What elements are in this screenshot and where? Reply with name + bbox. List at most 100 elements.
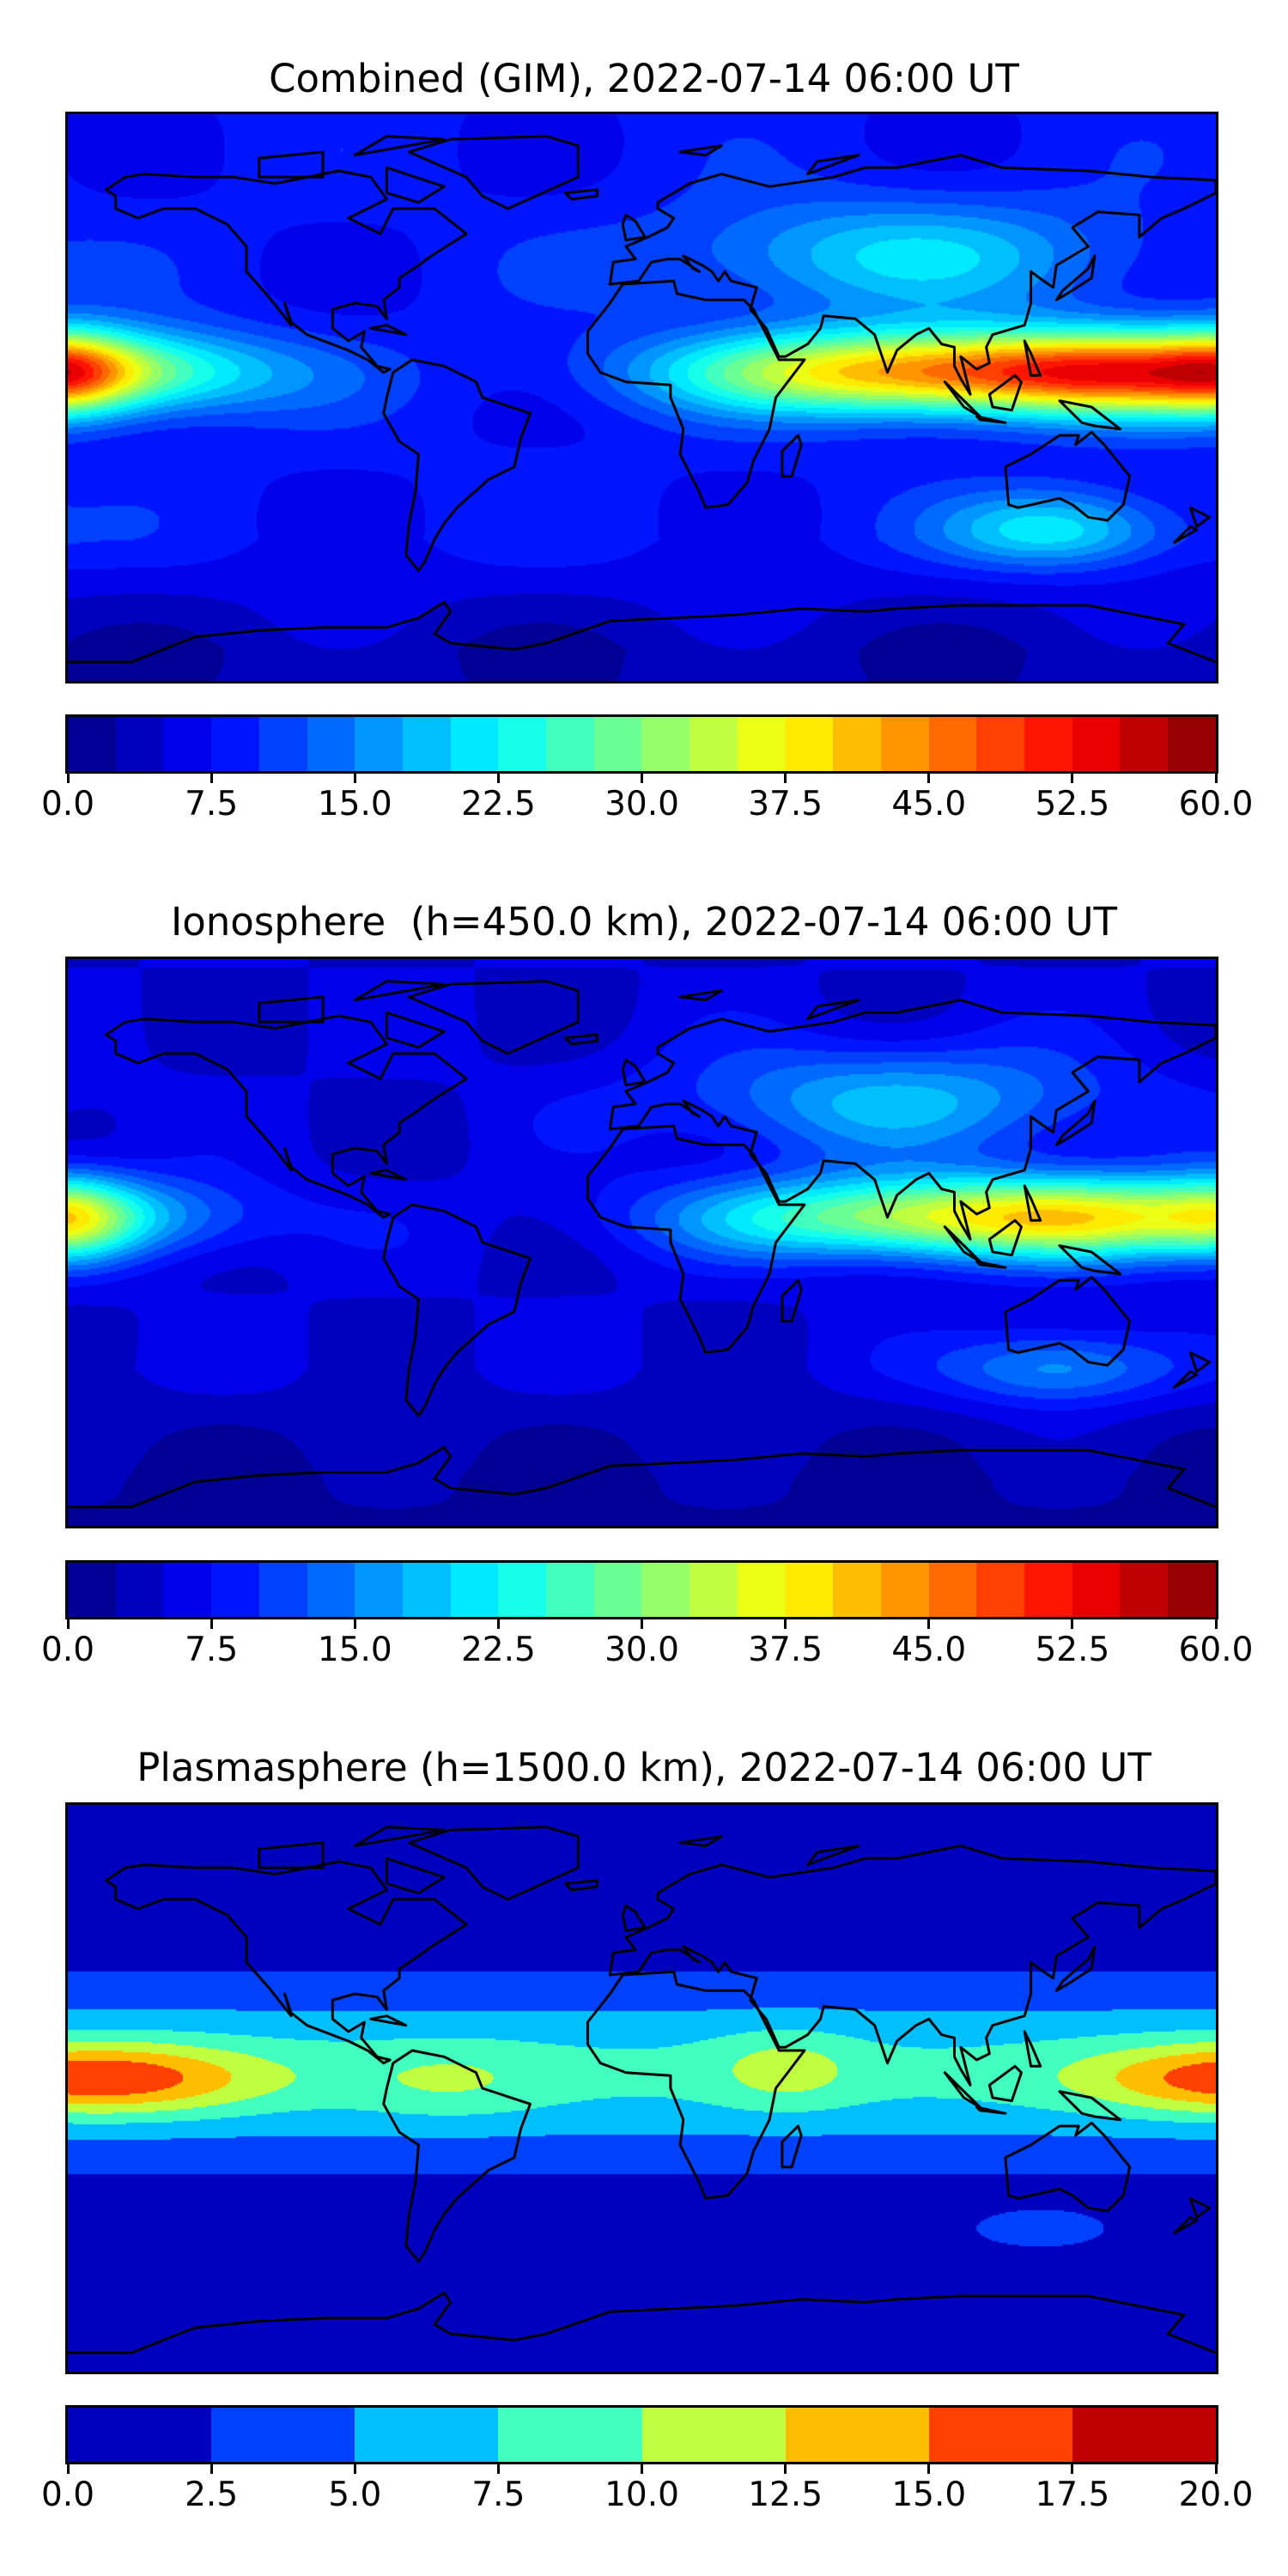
colorbar [65,1560,1218,1619]
colorbar-tick [641,2464,643,2474]
colorbar-tick-label: 22.5 [460,1631,536,1669]
coastline [1004,430,1132,522]
coastline [1054,254,1097,301]
coastline-antarctica [68,1445,1216,1509]
colorbar-segment [1072,1563,1121,1617]
coastline [943,2071,981,2109]
colorbar-segment [690,1563,738,1617]
colorbar-tick [496,1619,500,1629]
colorbar-segment [258,1563,307,1617]
coastline [258,150,325,179]
colorbar-segment [1120,1563,1169,1617]
coastline [1058,1244,1122,1276]
colorbar-tick [66,1619,70,1629]
colorbar-tick [1214,1619,1218,1629]
colorbar-tick-label: 30.0 [605,785,679,823]
colorbar-tick-label: 20.0 [1178,2476,1254,2514]
colorbar-segment [402,717,451,771]
coastline [621,1904,647,1933]
coastline [105,1860,468,2065]
colorbar-tick [927,2464,931,2474]
colorbar-segment [1168,717,1216,771]
coastline [586,279,806,509]
chart-title: Plasmasphere (h=1500.0 km), 2022-07-14 0… [137,1745,1151,1790]
coastline [1173,525,1199,544]
coastline [621,1058,647,1087]
colorbar-segment [593,717,642,771]
colorbar-tick [1071,774,1074,783]
coastline [1173,2215,1199,2235]
coastline [806,1844,860,1867]
coastline [1054,1099,1097,1146]
colorbar-segment [641,1563,690,1617]
coastline [987,2064,1023,2103]
colorbar-tick-label: 0.0 [40,1631,95,1669]
colorbar-segment [833,1563,881,1617]
colorbar-segment [498,717,547,771]
colorbar-tick [210,1619,213,1629]
colorbar-tick [496,774,500,783]
colorbar-tick [927,774,931,783]
colorbar-segment [593,1563,642,1617]
colorbar-tick [1071,1619,1074,1629]
colorbar-segment [546,1563,594,1617]
coastline [407,1826,580,1901]
colorbar-tick [784,1619,787,1629]
coastline [975,415,1007,424]
coastlines [68,135,1216,664]
colorbar-segment [833,717,881,771]
coastline [258,1841,325,1869]
colorbar-tick-label: 7.5 [185,1631,239,1669]
coastline [608,999,1216,1241]
colorbar-segment [546,717,594,771]
colorbar-segment [928,1563,977,1617]
coastline [1023,1184,1042,1222]
colorbar-tick [1071,2464,1074,2474]
coastline [407,980,580,1055]
colorbar-segment [355,2408,499,2462]
colorbar-segment [211,1563,259,1617]
coastline [975,2105,1007,2115]
colorbar-segment [498,1563,547,1617]
map-plot [65,1802,1218,2374]
colorbar-segment [1168,1563,1216,1617]
colorbar-tick [210,774,213,783]
colorbar-segment [880,1563,929,1617]
colorbar-segment [68,1563,116,1617]
coastline [678,1835,723,1848]
colorbar-tick-label: 12.5 [748,2476,823,2514]
colorbar-segment [115,1563,164,1617]
coastline [563,188,598,201]
colorbar-segment [163,1563,212,1617]
coastline [105,1014,468,1219]
coastline [1188,1351,1212,1373]
colorbar-segment [402,1563,451,1617]
colorbar-segment [307,1563,355,1617]
colorbar-tick [641,774,643,783]
coastline [678,989,723,1002]
coastline [353,1826,446,1848]
coastline [1054,1945,1097,1992]
chart-title: Combined (GIM), 2022-07-14 06:00 UT [269,56,1019,101]
colorbar-tick [641,1619,643,1629]
colorbar-segment [641,717,690,771]
colorbar-segment [880,717,929,771]
colorbar-segment [737,717,786,771]
colorbar-tick-label: 30.0 [605,1631,679,1669]
coastline [385,166,446,204]
colorbar-tick [1214,774,1218,783]
coastline [382,358,532,573]
colorbar-tick-label: 17.5 [1035,2476,1110,2514]
coastline [385,1011,446,1049]
coastline [943,380,981,418]
colorbar-tick-label: 7.5 [185,785,239,823]
map-plot [65,957,1218,1528]
coastline [353,135,446,157]
coastline [382,1203,532,1418]
colorbar-segment [1072,717,1121,771]
colorbar-segment [307,717,355,771]
colorbar-segment [737,1563,786,1617]
colorbar-tick-label: 52.5 [1035,1631,1110,1669]
colorbar-tick-label: 37.5 [748,1631,823,1669]
chart-title: Ionosphere (h=450.0 km), 2022-07-14 06:0… [170,899,1118,945]
